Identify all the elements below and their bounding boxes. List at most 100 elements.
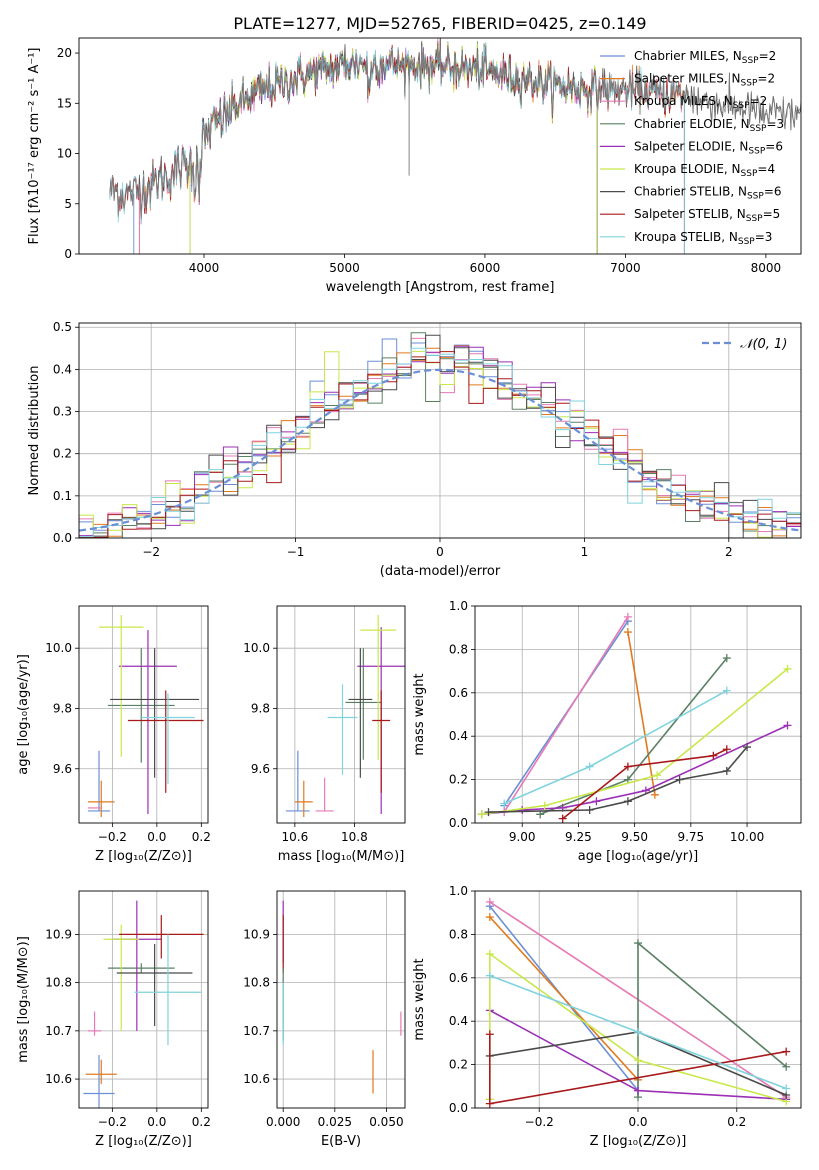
- x-tick-label: 9.00: [509, 830, 536, 844]
- legend-label-sub: SSP: [738, 237, 755, 247]
- age_vs_mass-plot-area: [277, 606, 405, 823]
- x-tick-label: −2: [142, 545, 160, 559]
- legend-label-suffix: =2: [757, 72, 775, 86]
- series-salpeter_elodie-marker: [783, 721, 792, 730]
- axes-frame: [474, 605, 802, 824]
- y-tick-label: 0.6: [449, 686, 468, 700]
- y-tick-label: 10.7: [45, 1024, 72, 1038]
- y-tick-label: 0.8: [449, 927, 468, 941]
- legend-label-suffix: =6: [764, 185, 782, 199]
- y-tick-label: 0: [64, 247, 72, 261]
- x-tick-label: 0.2: [192, 830, 211, 844]
- y-axis-label: Flux [fλ10⁻¹⁷ erg cm⁻² s⁻¹ A⁻¹]: [27, 48, 42, 245]
- spectrum-panel: 4000 5000 6000 7000 8000 0 5 10 15 20 wavelength […: [27, 37, 802, 295]
- series-chabrier_stelib-marker: [484, 808, 493, 817]
- y-tick-label: 10.6: [45, 1072, 72, 1086]
- axes-frame: [276, 890, 406, 1109]
- mass_vs_Z-plot-area: [79, 891, 208, 1108]
- x-axis-label: E(B-V): [321, 1134, 361, 1149]
- series-salpeter_stelib-marker: [709, 751, 718, 760]
- legend-label-sub: SSP: [741, 79, 758, 89]
- residuals-panel: −2 −1 0 1 2 0.0 0.1 0.2 0.3 0.4 0.5 (data-model)/er…: [27, 320, 802, 579]
- series-salpeter_miles-line: [489, 916, 639, 1081]
- x-axis-label: Z [log₁₀(Z/Z⊙)]: [95, 849, 192, 864]
- y-tick-label: 10.6: [243, 1072, 270, 1086]
- spectrum-plot-area: [109, 38, 801, 254]
- y-tick-label: 10.7: [243, 1024, 270, 1038]
- x-tick-label: −0.2: [98, 830, 127, 844]
- legend-label-text: Chabrier MILES, N: [634, 49, 742, 63]
- legend-label-sub: SSP: [748, 146, 765, 156]
- y-tick-label: 0.5: [53, 320, 72, 334]
- series-salpeter_stelib-marker: [782, 1047, 791, 1056]
- y-tick-label: 10.0: [243, 641, 270, 655]
- y-tick-label: 1.0: [449, 599, 468, 613]
- x-axis-label: Z [log₁₀(Z/Z⊙)]: [95, 1134, 192, 1149]
- model-kroupa_elodie-line: [189, 38, 598, 202]
- series-kroupa_elodie-marker: [477, 810, 486, 819]
- series-salpeter_miles-line: [627, 631, 656, 795]
- y-tick-label: 0.6: [449, 971, 468, 985]
- series-salpeter_miles-marker: [485, 913, 494, 922]
- legend-label: Salpeter MILES, NSSP=2: [634, 72, 775, 89]
- x-axis-label: mass [log₁₀(M/M⊙)]: [278, 849, 405, 864]
- x-tick-label: 1: [581, 545, 589, 559]
- series-kroupa_stelib-marker: [782, 1084, 791, 1093]
- legend-label-suffix: =6: [765, 139, 783, 153]
- y-tick-label: 10.0: [45, 641, 72, 655]
- series-chabrier_stelib-marker: [623, 797, 632, 806]
- x-tick-label: 4000: [189, 261, 220, 275]
- legend-label-sub: SSP: [747, 192, 764, 202]
- legend-label: Salpeter STELIB, NSSP=5: [634, 207, 780, 224]
- series-salpeter_stelib-marker: [485, 1030, 494, 1039]
- y-axis-label: age [log₁₀(age/yr)]: [16, 654, 31, 775]
- x-tick-label: 0.2: [192, 1115, 211, 1129]
- legend-label-text: Salpeter MILES, N: [634, 72, 741, 86]
- y-tick-label: 0.2: [53, 447, 72, 461]
- y-tick-label: 0.4: [449, 729, 468, 743]
- y-axis-label: mass weight: [412, 958, 427, 1040]
- x-tick-label: 7000: [610, 261, 641, 275]
- weight_vs_Z-plot-area: [475, 891, 801, 1108]
- series-kroupa_elodie-line: [481, 668, 789, 816]
- x-tick-label: 0.0: [628, 1115, 647, 1129]
- legend-label: Chabrier MILES, NSSP=2: [634, 49, 776, 66]
- legend-label: Kroupa ELODIE, NSSP=4: [634, 162, 775, 179]
- y-tick-label: 9.6: [53, 762, 72, 776]
- weight-vs-z-panel: −0.2 0.0 0.2 0.0 0.2 0.4 0.6 0.8 1.0 Z [log₁₀(Z/Z…: [412, 884, 802, 1149]
- legend-label-suffix: =4: [757, 162, 775, 176]
- series-salpeter_elodie-marker: [518, 805, 527, 814]
- y-tick-label: 0.8: [449, 642, 468, 656]
- y-tick-label: 10.9: [243, 927, 270, 941]
- x-tick-label: 0.025: [318, 1115, 352, 1129]
- series-kroupa_stelib-marker: [500, 799, 509, 808]
- legend-label-text: Kroupa STELIB, N: [634, 230, 738, 244]
- y-tick-label: 10.8: [45, 976, 72, 990]
- age-vs-z-panel: −0.2 0.0 0.2 9.6 9.8 10.0 Z [log₁₀(Z/Z⊙)] age […: [16, 605, 211, 864]
- x-axis-label: wavelength [Angstrom, rest frame]: [326, 280, 555, 295]
- residuals-plot-area: [79, 323, 801, 538]
- x-tick-label: 9.75: [677, 830, 704, 844]
- legend-label-sub: SSP: [741, 169, 758, 179]
- age_vs_Z-plot-area: [79, 606, 208, 823]
- series-salpeter_elodie-marker: [592, 797, 601, 806]
- y-tick-label: 0.4: [53, 362, 72, 376]
- y-tick-label: 0.2: [449, 1058, 468, 1072]
- legend-label: Salpeter ELODIE, NSSP=6: [634, 139, 783, 156]
- series-chabrier_stelib-marker: [743, 743, 752, 752]
- x-tick-label: −0.2: [98, 1115, 127, 1129]
- series-chabrier_elodie-marker: [623, 775, 632, 784]
- series-chabrier_stelib-marker: [675, 775, 684, 784]
- series-kroupa_miles-marker: [485, 897, 494, 906]
- legend-label-sub: SSP: [733, 101, 750, 111]
- axes-frame: [78, 605, 209, 824]
- legend-label-suffix: =3: [755, 230, 773, 244]
- x-tick-label: 2: [725, 545, 733, 559]
- series-kroupa_elodie-marker: [634, 1056, 642, 1065]
- legend-label-text: Kroupa MILES, N: [634, 94, 733, 108]
- legend-label-text: Kroupa ELODIE, N: [634, 162, 741, 176]
- legend-label: Chabrier ELODIE, NSSP=3: [634, 117, 784, 134]
- legend-label-suffix: =5: [763, 207, 781, 221]
